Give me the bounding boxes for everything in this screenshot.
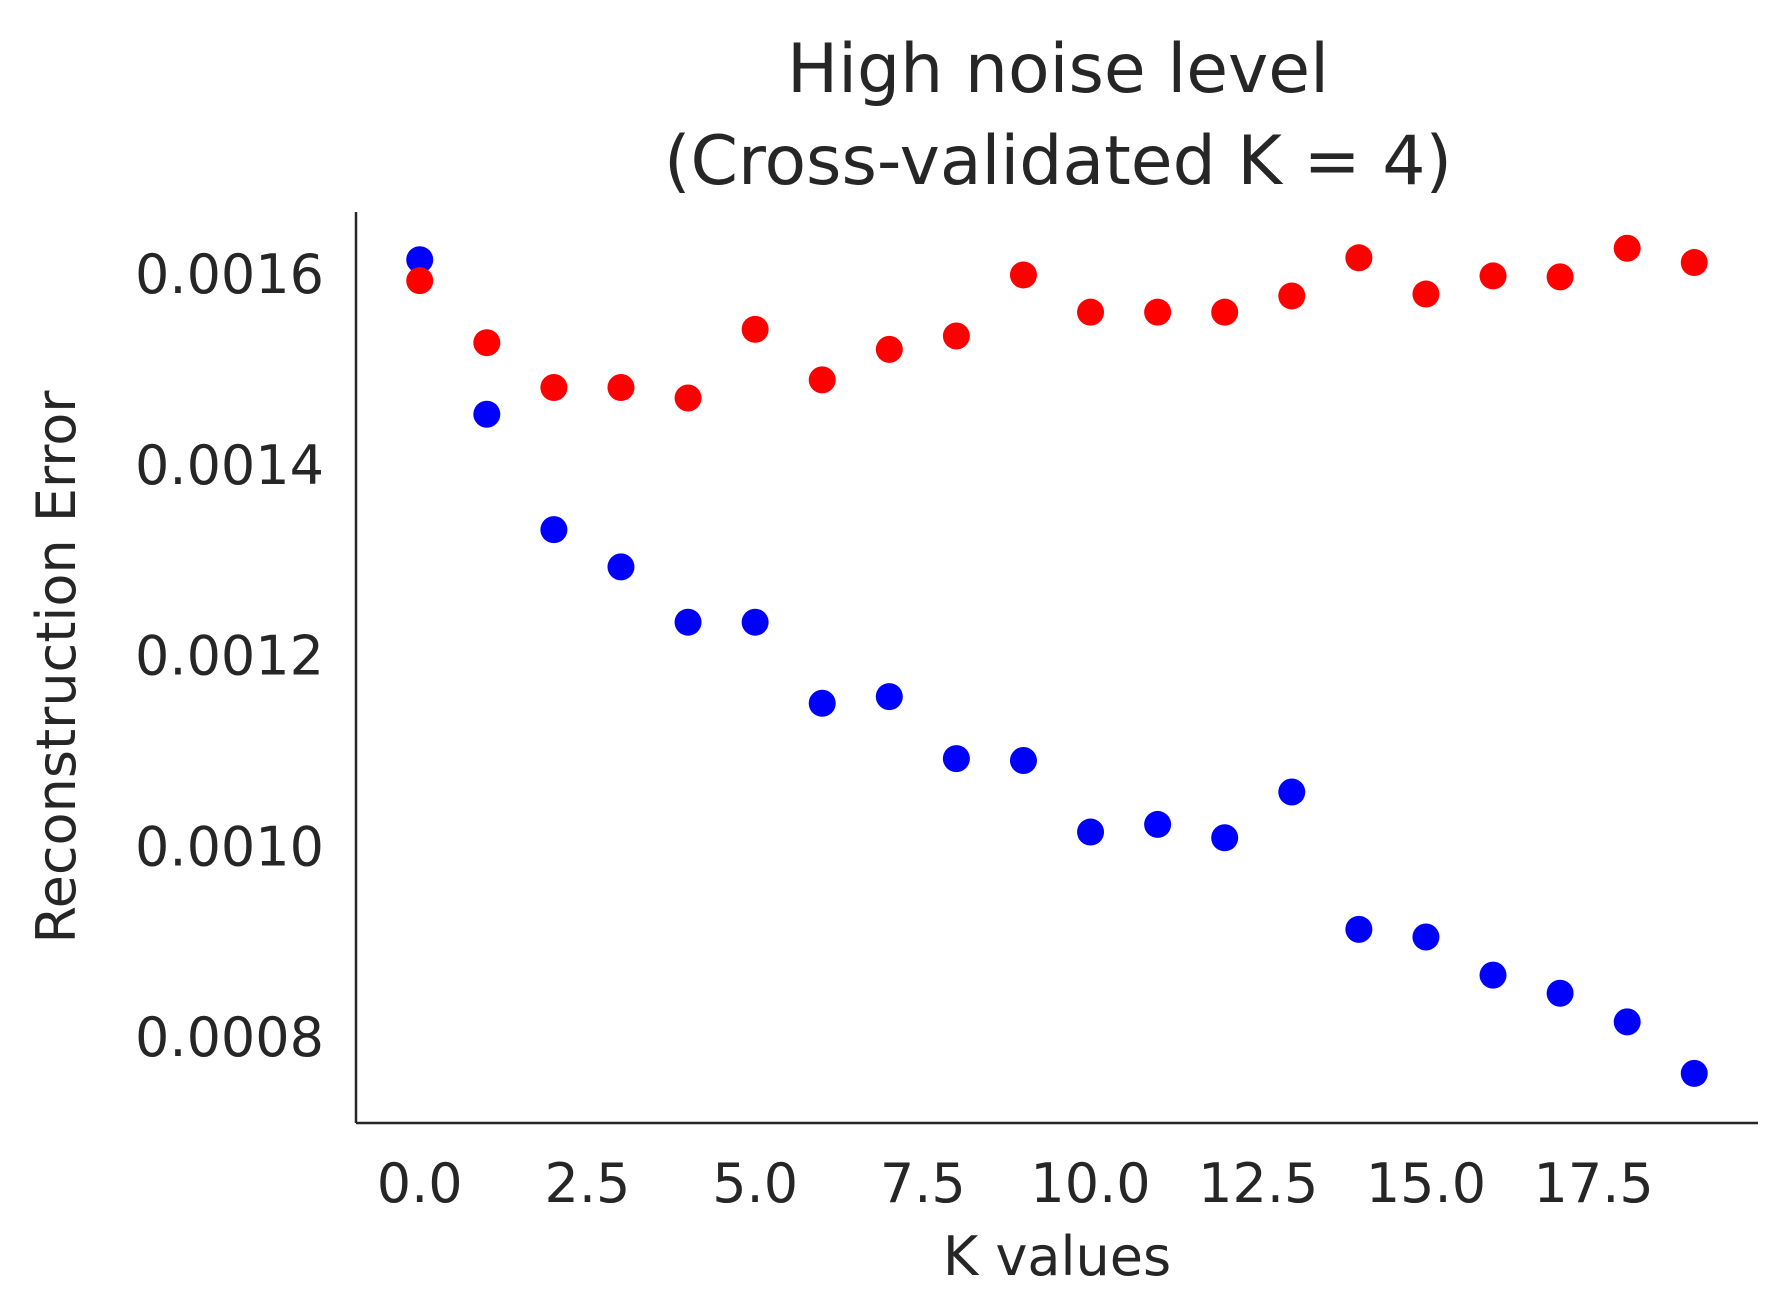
- series-2: [406, 234, 1708, 412]
- data-point: [808, 366, 836, 394]
- chart-title-line-2: (Cross-validated K = 4): [664, 122, 1452, 201]
- x-tick-label: 15.0: [1366, 1152, 1486, 1215]
- x-tick-label: 10.0: [1030, 1152, 1150, 1215]
- data-point: [406, 267, 434, 295]
- data-point: [1412, 280, 1440, 308]
- data-point: [1009, 261, 1037, 289]
- data-point: [1546, 263, 1574, 291]
- data-point: [875, 683, 903, 711]
- data-point: [1680, 249, 1708, 277]
- x-tick-label: 2.5: [544, 1152, 630, 1215]
- data-point: [741, 315, 769, 343]
- data-point: [1077, 818, 1105, 846]
- data-point: [1479, 262, 1507, 290]
- data-point: [1144, 298, 1172, 326]
- y-tick-label: 0.0016: [135, 243, 324, 306]
- data-point: [1613, 234, 1641, 262]
- data-point: [875, 335, 903, 363]
- data-point: [674, 384, 702, 412]
- data-point: [473, 329, 501, 357]
- data-point: [674, 608, 702, 636]
- y-tick-label: 0.0008: [135, 1006, 324, 1069]
- data-point: [406, 246, 434, 274]
- data-point: [1546, 979, 1574, 1007]
- data-point: [1009, 747, 1037, 775]
- y-tick-label: 0.0012: [135, 625, 324, 688]
- x-tick-label: 5.0: [712, 1152, 798, 1215]
- y-tick-label: 0.0010: [135, 815, 324, 878]
- data-point: [1144, 810, 1172, 838]
- data-point: [942, 322, 970, 350]
- data-point: [808, 689, 836, 717]
- data-point: [1211, 824, 1239, 852]
- chart-title: High noise level (Cross-validated K = 4): [664, 30, 1452, 201]
- data-point: [473, 400, 501, 428]
- data-point: [1412, 923, 1440, 951]
- data-point: [1278, 282, 1306, 310]
- data-point: [1479, 961, 1507, 989]
- data-point: [741, 608, 769, 636]
- data-point: [1278, 778, 1306, 806]
- data-point: [942, 745, 970, 773]
- data-point: [1345, 915, 1373, 943]
- x-tick-label: 12.5: [1198, 1152, 1318, 1215]
- x-tick-label: 7.5: [880, 1152, 966, 1215]
- y-axis-label: Reconstruction Error: [25, 390, 88, 944]
- series-1: [406, 246, 1708, 1087]
- data-point: [1211, 298, 1239, 326]
- x-tick-label: 17.5: [1534, 1152, 1654, 1215]
- data-point: [540, 374, 568, 402]
- data-point: [1613, 1008, 1641, 1036]
- x-axis-label: K values: [943, 1225, 1171, 1288]
- y-axis-ticks: 0.0008 0.0010 0.0012 0.0014 0.0016: [135, 243, 324, 1069]
- data-point: [1680, 1059, 1708, 1087]
- x-axis-ticks: 0.0 2.5 5.0 7.5 10.0 12.5 15.0 17.5: [377, 1152, 1654, 1215]
- data-point: [607, 553, 635, 581]
- data-series: [406, 234, 1708, 1087]
- x-tick-label: 0.0: [377, 1152, 463, 1215]
- data-point: [607, 374, 635, 402]
- data-point: [1345, 244, 1373, 272]
- data-point: [540, 516, 568, 544]
- y-tick-label: 0.0014: [135, 434, 324, 497]
- data-point: [1077, 298, 1105, 326]
- chart-title-line-1: High noise level: [787, 30, 1329, 109]
